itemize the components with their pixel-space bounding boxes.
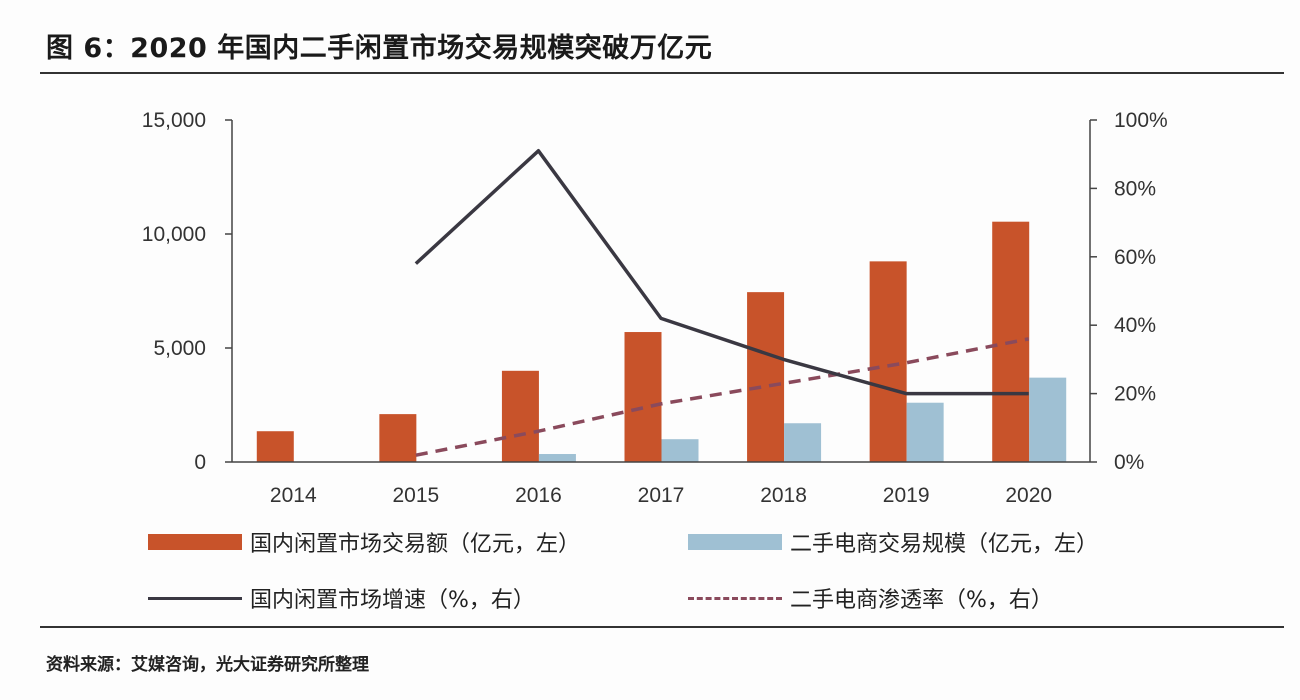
left-tick-label: 0 [194, 451, 206, 474]
top-rule [40, 72, 1284, 74]
legend-swatch-ecommerce [688, 534, 782, 550]
penetration-line [415, 337, 1030, 457]
chart-title: 图 6：2020 年国内二手闲置市场交易规模突破万亿元 [46, 33, 713, 64]
left-tick-label: 15,000 [142, 109, 206, 132]
bar-ecommerce-2017 [661, 439, 699, 462]
right-axis: 0% 20% 40% 60% 80% 100% [1090, 109, 1168, 474]
bar-ecommerce-2020 [1029, 377, 1067, 462]
left-tick-label: 10,000 [142, 223, 206, 246]
x-tick-label: 2020 [1005, 484, 1052, 507]
bar-market-2015 [379, 414, 417, 462]
lines [414, 149, 1030, 457]
bar-market-2018 [747, 292, 785, 462]
right-tick-label: 80% [1114, 177, 1156, 200]
bar-market-2019 [869, 261, 907, 462]
legend-market-bar: 国内闲置市场交易额（亿元，左） [148, 522, 580, 562]
x-tick-label: 2015 [392, 484, 439, 507]
x-tick-label: 2017 [638, 484, 685, 507]
legend-swatch-penetration [688, 596, 782, 600]
legend-label-penetration: 二手电商渗透率（%，右） [790, 588, 1053, 613]
legend-swatch-market [148, 534, 242, 550]
growth-line [414, 149, 1029, 396]
x-tick-label: 2018 [760, 484, 807, 507]
legend-label-market: 国内闲置市场交易额（亿元，左） [250, 532, 581, 557]
bottom-rule [40, 626, 1284, 628]
legend: 国内闲置市场交易额（亿元，左） 二手电商交易规模（亿元，左） 国内闲置市场增速（… [148, 522, 1248, 622]
right-tick-label: 40% [1114, 314, 1156, 337]
legend-penetration-line: 二手电商渗透率（%，右） [688, 578, 1053, 618]
bar-ecommerce-2019 [906, 402, 944, 462]
source-note: 资料来源：艾媒咨询，光大证券研究所整理 [46, 655, 369, 675]
bar-market-2017 [624, 332, 662, 462]
x-tick-label: 2019 [883, 484, 930, 507]
x-tick-label: 2014 [270, 484, 317, 507]
x-axis: 2014 2015 2016 2017 2018 2019 2020 [270, 484, 1052, 507]
right-tick-label: 20% [1114, 383, 1156, 406]
right-tick-label: 60% [1114, 246, 1156, 269]
legend-swatch-growth [148, 596, 242, 600]
legend-label-ecommerce: 二手电商交易规模（亿元，左） [790, 532, 1099, 557]
right-tick-label: 0% [1114, 451, 1144, 474]
x-tick-label: 2016 [515, 484, 562, 507]
bar-market-2014 [256, 431, 294, 462]
bar-ecommerce-2016 [538, 454, 576, 462]
legend-label-growth: 国内闲置市场增速（%，右） [250, 588, 535, 613]
bars [256, 221, 1067, 462]
left-tick-label: 5,000 [153, 337, 206, 360]
bar-ecommerce-2018 [784, 423, 822, 462]
left-axis: 0 5,000 10,000 15,000 [142, 109, 232, 474]
legend-growth-line: 国内闲置市场增速（%，右） [148, 578, 535, 618]
legend-ecommerce-bar: 二手电商交易规模（亿元，左） [688, 522, 1098, 562]
right-tick-label: 100% [1114, 109, 1168, 132]
bar-market-2016 [501, 370, 539, 462]
